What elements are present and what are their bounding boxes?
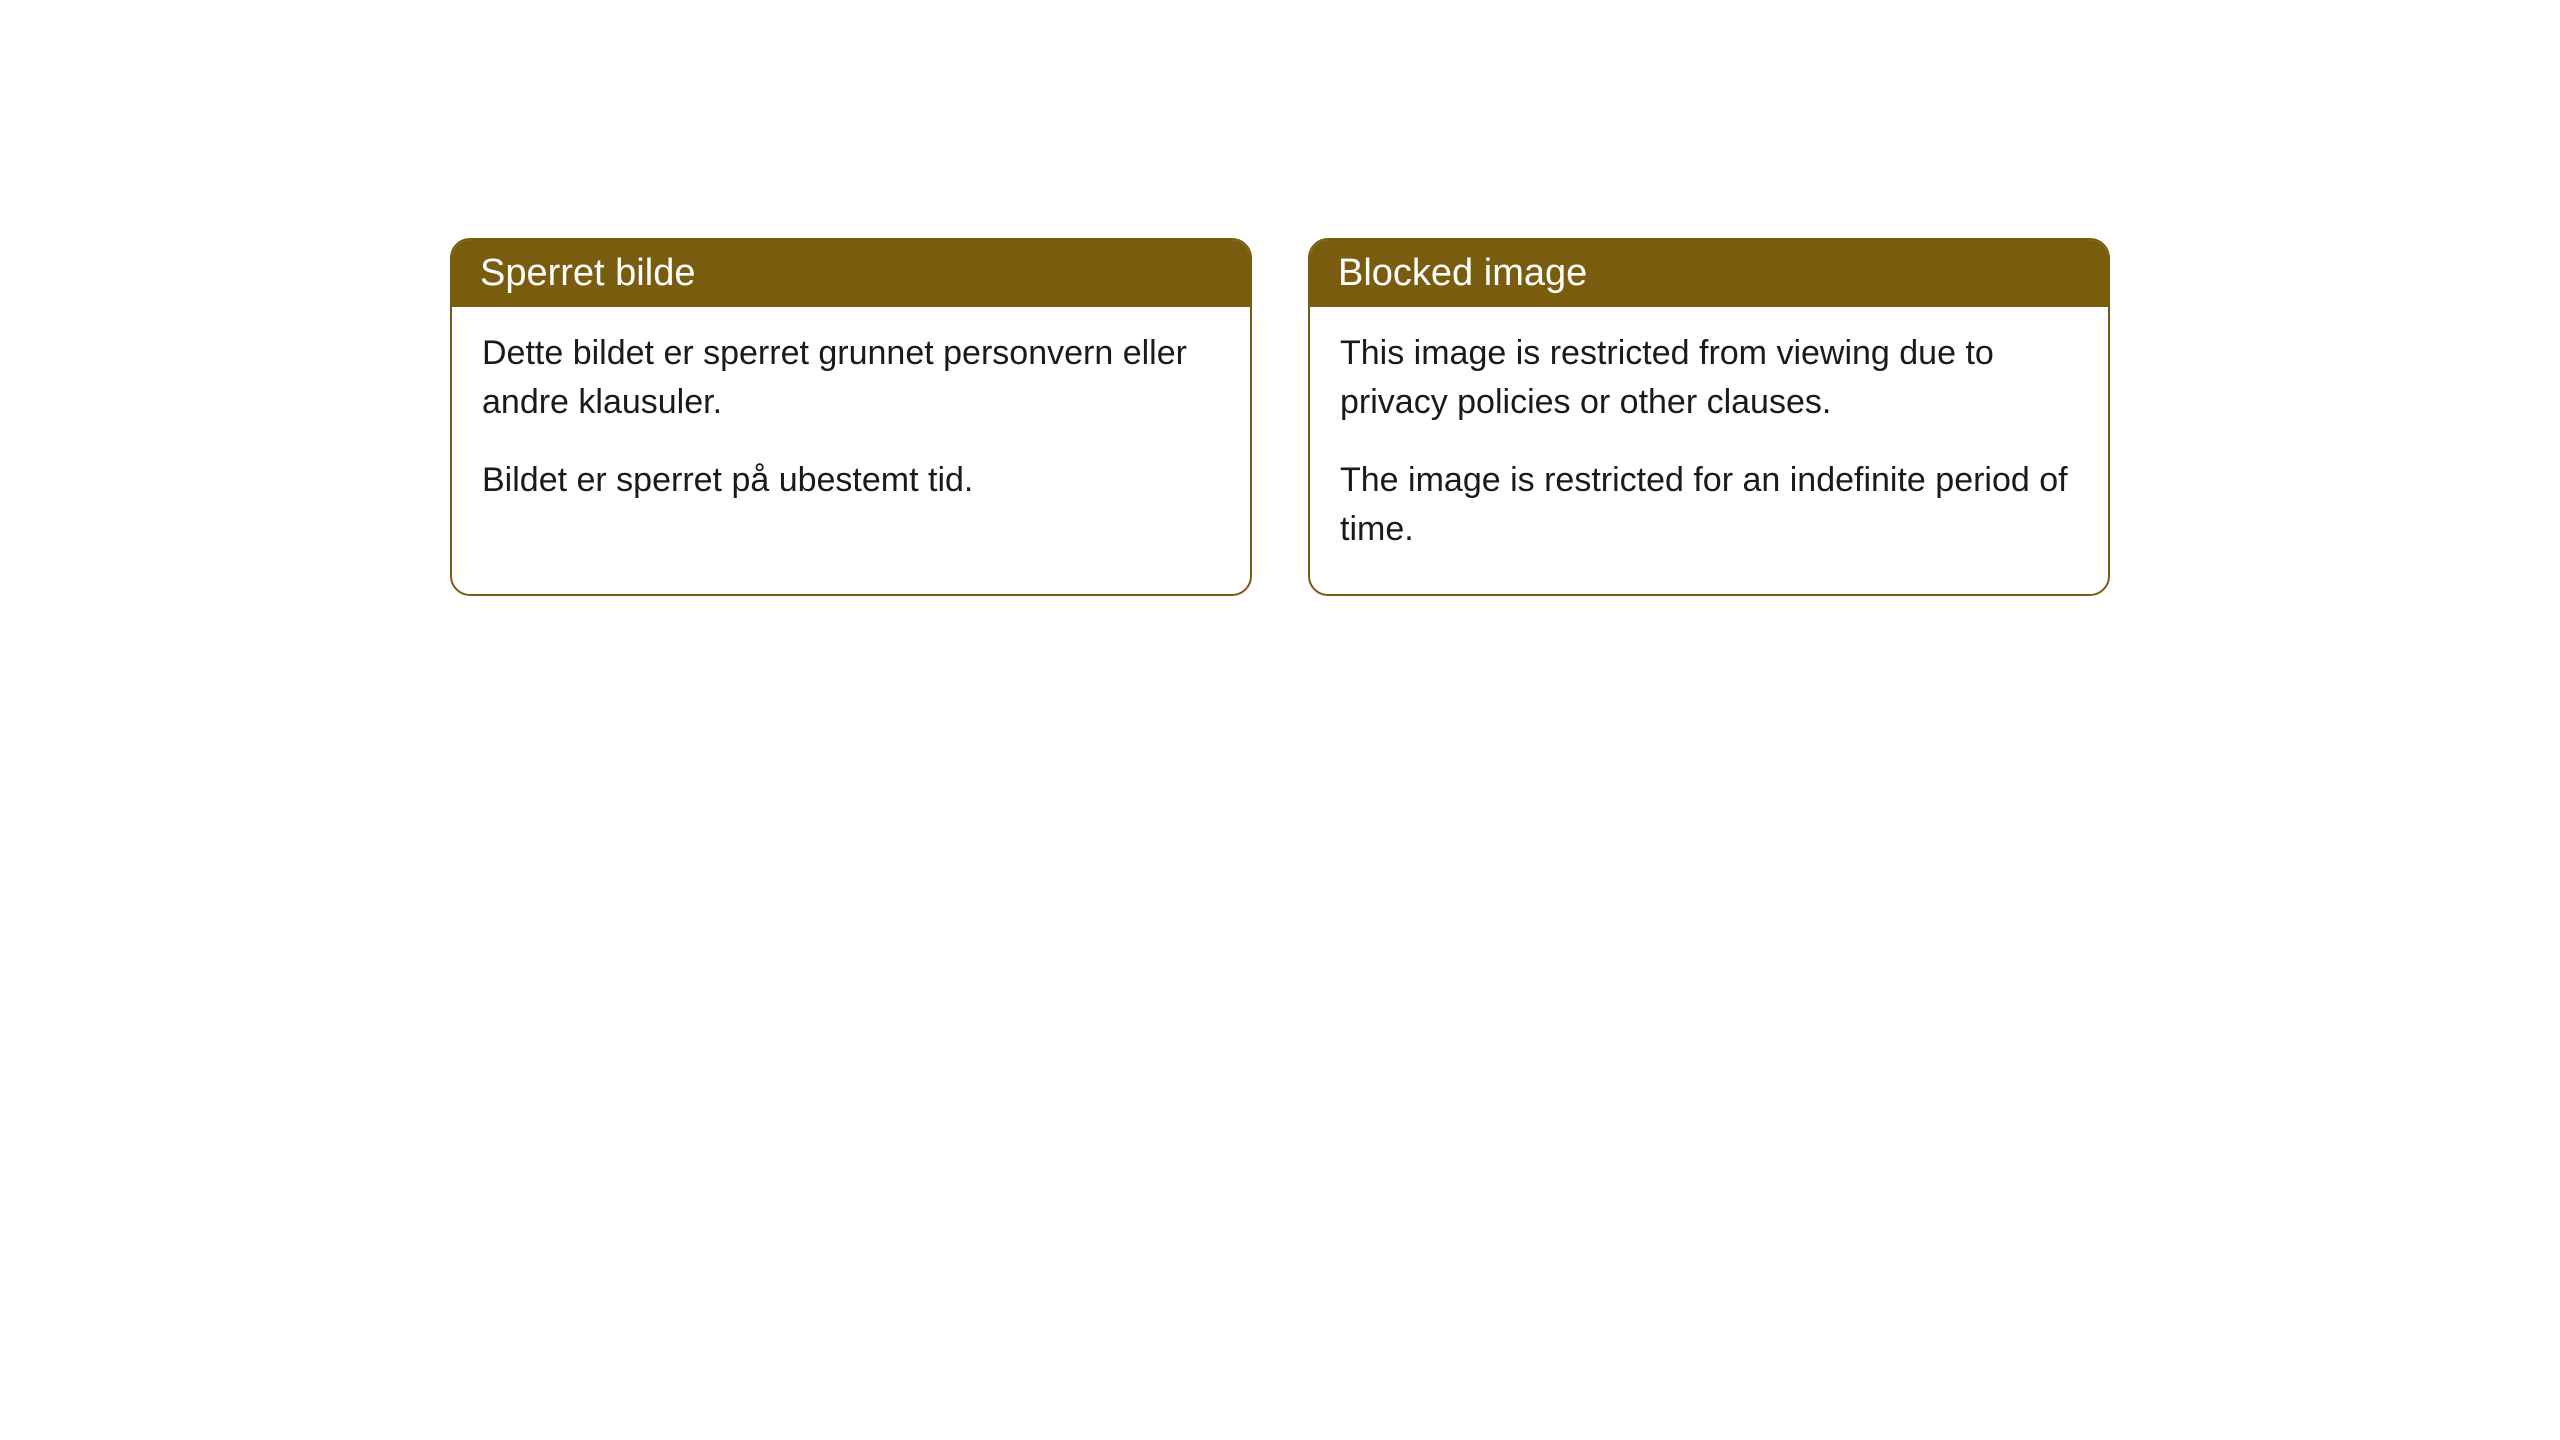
card-body-norwegian: Dette bildet er sperret grunnet personve… <box>452 307 1250 545</box>
card-header-norwegian: Sperret bilde <box>452 240 1250 307</box>
card-header-english: Blocked image <box>1310 240 2108 307</box>
card-title-english: Blocked image <box>1338 252 1587 294</box>
notice-text-norwegian-2: Bildet er sperret på ubestemt tid. <box>482 456 1220 505</box>
blocked-image-card-norwegian: Sperret bilde Dette bildet er sperret gr… <box>450 238 1252 596</box>
notice-text-norwegian-1: Dette bildet er sperret grunnet personve… <box>482 329 1220 428</box>
blocked-image-card-english: Blocked image This image is restricted f… <box>1308 238 2110 596</box>
notice-text-english-1: This image is restricted from viewing du… <box>1340 329 2078 428</box>
notice-cards-container: Sperret bilde Dette bildet er sperret gr… <box>0 238 2560 596</box>
notice-text-english-2: The image is restricted for an indefinit… <box>1340 456 2078 555</box>
card-title-norwegian: Sperret bilde <box>480 252 695 294</box>
card-body-english: This image is restricted from viewing du… <box>1310 307 2108 594</box>
